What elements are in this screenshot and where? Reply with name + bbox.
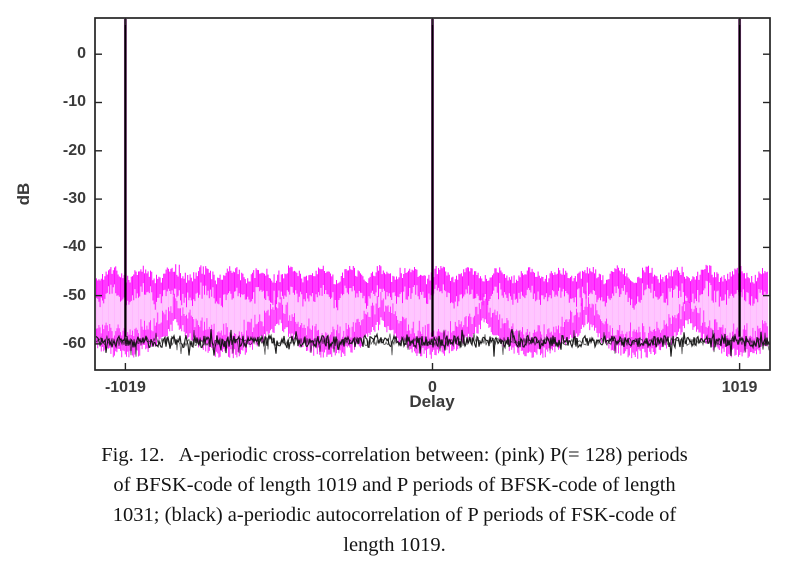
caption-line: of BFSK-code of length 1019 and P period… xyxy=(113,474,676,496)
y-tick-label: -10 xyxy=(62,93,86,111)
x-tick-label: 0 xyxy=(428,379,437,396)
x-tick-label: -1019 xyxy=(104,379,146,396)
y-tick-label: -40 xyxy=(62,238,86,256)
y-tick-label: -20 xyxy=(62,141,86,159)
y-axis-label: dB xyxy=(14,182,33,206)
y-tick-label: -30 xyxy=(62,190,86,208)
x-tick-label: 1019 xyxy=(721,379,758,396)
correlation-plot xyxy=(94,17,771,371)
figure-caption: Fig. 12. A-periodic cross-correlation be… xyxy=(0,440,789,560)
y-tick-label: -50 xyxy=(62,286,86,304)
caption-line: 1031; (black) a-periodic autocorrelation… xyxy=(112,504,677,526)
x-axis-label: Delay xyxy=(409,392,455,411)
caption-line: length 1019. xyxy=(343,534,446,556)
y-tick-label: 0 xyxy=(77,45,86,63)
y-tick-label: -60 xyxy=(62,334,86,352)
caption-line: Fig. 12. A-periodic cross-correlation be… xyxy=(101,444,688,466)
